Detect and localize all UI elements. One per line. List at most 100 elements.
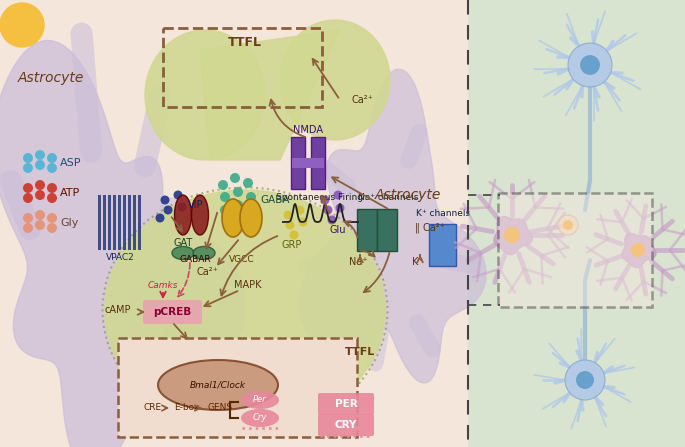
- FancyBboxPatch shape: [377, 209, 397, 251]
- Circle shape: [295, 206, 305, 215]
- Text: pCREB: pCREB: [153, 307, 191, 317]
- Ellipse shape: [172, 246, 194, 260]
- FancyBboxPatch shape: [318, 414, 374, 436]
- Circle shape: [35, 160, 45, 170]
- Circle shape: [35, 150, 45, 160]
- Bar: [108, 195, 111, 250]
- Circle shape: [563, 220, 573, 230]
- Circle shape: [327, 215, 336, 224]
- Circle shape: [243, 178, 253, 188]
- FancyBboxPatch shape: [118, 338, 357, 437]
- Bar: [113, 195, 116, 250]
- Text: K⁺ channels: K⁺ channels: [416, 208, 470, 218]
- Ellipse shape: [192, 195, 208, 235]
- Circle shape: [160, 195, 169, 204]
- Circle shape: [334, 190, 342, 199]
- Circle shape: [233, 200, 243, 210]
- Bar: [133, 195, 136, 250]
- Text: CRE: CRE: [144, 404, 162, 413]
- Ellipse shape: [158, 360, 278, 410]
- Text: TTFL: TTFL: [345, 347, 375, 357]
- FancyBboxPatch shape: [143, 300, 202, 324]
- Text: E-box: E-box: [175, 404, 199, 413]
- Circle shape: [504, 227, 520, 243]
- Text: Astrocyte: Astrocyte: [18, 71, 84, 85]
- FancyBboxPatch shape: [291, 137, 305, 189]
- Circle shape: [218, 180, 228, 190]
- Text: Spontaneous Firing: Spontaneous Firing: [277, 194, 364, 202]
- Circle shape: [631, 243, 645, 257]
- Ellipse shape: [241, 391, 279, 409]
- Text: ASP: ASP: [60, 158, 82, 168]
- Ellipse shape: [241, 409, 279, 427]
- Ellipse shape: [280, 20, 390, 140]
- Text: Na⁺ channels: Na⁺ channels: [358, 194, 419, 202]
- Circle shape: [35, 180, 45, 190]
- Bar: [123, 195, 126, 250]
- Text: Gly: Gly: [60, 218, 78, 228]
- Text: VIP: VIP: [188, 200, 203, 210]
- Circle shape: [35, 190, 45, 200]
- Circle shape: [225, 215, 235, 225]
- Polygon shape: [300, 69, 486, 383]
- Text: ‖ Ca²⁺: ‖ Ca²⁺: [415, 223, 445, 233]
- Text: GRP: GRP: [282, 240, 302, 250]
- Circle shape: [576, 371, 594, 389]
- Ellipse shape: [175, 195, 192, 235]
- Text: Ca²⁺: Ca²⁺: [196, 267, 218, 277]
- Text: Camks: Camks: [148, 281, 178, 290]
- Circle shape: [35, 220, 45, 230]
- FancyBboxPatch shape: [318, 393, 374, 415]
- Circle shape: [47, 213, 57, 223]
- FancyBboxPatch shape: [498, 193, 652, 307]
- Circle shape: [173, 190, 182, 199]
- Circle shape: [23, 223, 33, 233]
- Bar: [468, 0, 685, 447]
- Circle shape: [47, 153, 57, 163]
- Circle shape: [47, 183, 57, 193]
- Circle shape: [47, 223, 57, 233]
- Text: Bmal1/Clock: Bmal1/Clock: [190, 380, 246, 389]
- Circle shape: [23, 193, 33, 203]
- Ellipse shape: [145, 30, 265, 160]
- Text: GAT: GAT: [173, 238, 192, 248]
- Polygon shape: [0, 41, 246, 447]
- Circle shape: [220, 192, 230, 202]
- Text: GENS: GENS: [208, 404, 233, 413]
- Text: PER: PER: [335, 399, 358, 409]
- Text: ATP: ATP: [60, 188, 80, 198]
- FancyBboxPatch shape: [357, 209, 377, 251]
- Text: Glu: Glu: [329, 225, 346, 235]
- Circle shape: [0, 3, 44, 47]
- Circle shape: [23, 213, 33, 223]
- Text: MAPK: MAPK: [234, 280, 262, 290]
- Bar: [0, 0, 468, 447]
- Circle shape: [23, 183, 33, 193]
- Bar: [292, 158, 324, 168]
- Circle shape: [286, 220, 295, 229]
- Circle shape: [321, 195, 329, 204]
- Circle shape: [164, 206, 173, 215]
- Circle shape: [35, 210, 45, 220]
- Circle shape: [246, 205, 256, 215]
- Bar: [138, 195, 141, 250]
- Circle shape: [155, 214, 164, 223]
- Bar: [128, 195, 131, 250]
- Circle shape: [177, 202, 186, 211]
- Circle shape: [284, 211, 292, 219]
- Circle shape: [220, 205, 230, 215]
- Circle shape: [299, 218, 308, 227]
- Circle shape: [23, 163, 33, 173]
- Circle shape: [230, 173, 240, 183]
- Circle shape: [47, 193, 57, 203]
- Text: K⁺: K⁺: [412, 257, 424, 267]
- Ellipse shape: [193, 246, 215, 260]
- Bar: [103, 195, 106, 250]
- Bar: [118, 195, 121, 250]
- Bar: [98, 195, 101, 250]
- Text: CRY: CRY: [335, 420, 357, 430]
- Circle shape: [233, 187, 243, 197]
- Text: TTFL: TTFL: [228, 35, 262, 49]
- Circle shape: [558, 215, 578, 235]
- Text: VPAC2: VPAC2: [105, 253, 134, 262]
